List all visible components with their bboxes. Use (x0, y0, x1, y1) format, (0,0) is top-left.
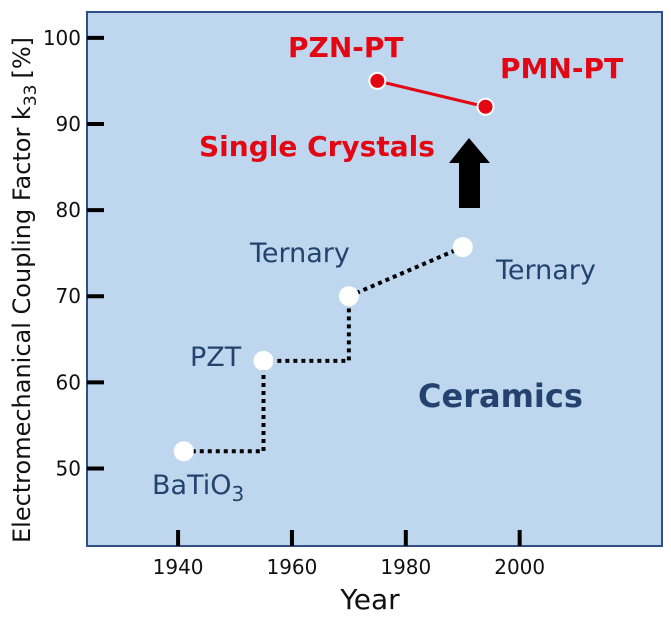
ceramics-marker (338, 286, 359, 307)
single-crystal-marker (476, 97, 495, 116)
annotation-arrows (449, 138, 490, 208)
ceramics-marker (173, 441, 194, 462)
single-crystals-line (376, 79, 486, 109)
x-tick-label: 2000 (494, 555, 545, 579)
y-axis: 50 60 70 80 90 100 (43, 26, 104, 480)
single-crystal-marker (368, 71, 387, 90)
x-tick-label: 1980 (380, 555, 431, 579)
label-pzt: PZT (190, 342, 242, 373)
y-tick-label: 70 (56, 284, 81, 308)
y-axis-title: Electromechanical Coupling Factor k33[%] (8, 37, 41, 543)
y-tick-label: 100 (43, 26, 81, 50)
x-axis: 1940 1960 1980 2000 (153, 530, 545, 579)
arrow-up-icon (449, 138, 490, 208)
annotation-ceramics: Ceramics (418, 377, 583, 415)
series-markers (173, 71, 495, 462)
label-batio3: BaTiO3 (152, 470, 244, 506)
y-tick-label: 50 (56, 456, 81, 480)
series-lines (183, 79, 486, 454)
y-tick-label: 90 (56, 112, 81, 136)
ceramics-marker (452, 237, 473, 258)
label-ternary-1970: Ternary (249, 238, 350, 269)
x-tick-label: 1960 (266, 555, 317, 579)
ceramics-line (183, 245, 464, 454)
y-tick-label: 80 (56, 198, 81, 222)
x-axis-title: Year (339, 583, 400, 616)
label-ternary-1990: Ternary (495, 255, 596, 286)
y-tick-label: 60 (56, 370, 81, 394)
annotation-single-crystals: Single Crystals (199, 130, 435, 163)
label-pmn-pt: PMN-PT (500, 52, 623, 85)
label-pzn-pt: PZN-PT (288, 31, 404, 64)
ceramics-marker (253, 350, 274, 371)
x-tick-label: 1940 (153, 555, 204, 579)
